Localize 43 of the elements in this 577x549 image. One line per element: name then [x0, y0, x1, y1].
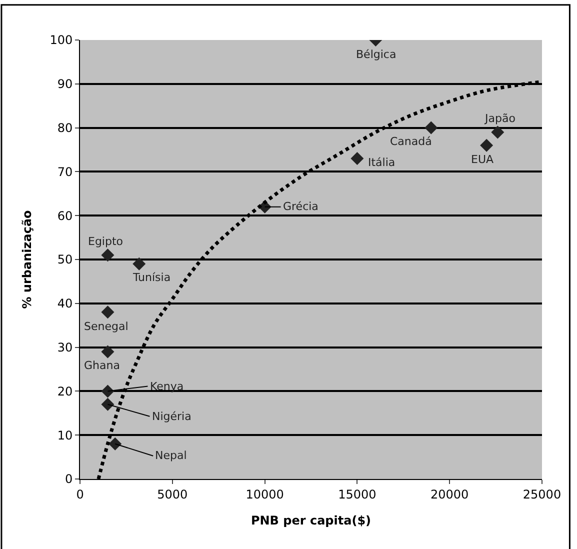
- annotation: Egipto: [88, 235, 124, 248]
- annotation: Tunísia: [132, 271, 171, 284]
- x-tick-label: 10000: [246, 487, 284, 502]
- y-tick-label: 0: [64, 472, 73, 486]
- x-axis-title: PNB per capita($): [250, 513, 372, 528]
- annotation: Senegal: [84, 320, 128, 333]
- point: [101, 398, 114, 411]
- x-tick-label: 15000: [338, 487, 376, 502]
- annotation: Ghana: [84, 359, 120, 372]
- y-tick-label: 20: [57, 384, 73, 398]
- x-tick-label: 5000: [157, 487, 188, 502]
- y-tick-label: 30: [57, 340, 73, 354]
- annotation: Itália: [368, 156, 396, 169]
- point: [101, 384, 114, 398]
- y-axis-title: % urbanização: [20, 210, 34, 309]
- y-tick-label: 10: [57, 428, 73, 442]
- y-tick-label: 50: [57, 252, 73, 267]
- annotation: Nepal: [155, 449, 187, 462]
- annotation: Bélgica: [356, 48, 396, 61]
- point: [101, 306, 114, 319]
- y-tick-label: 40: [57, 296, 73, 311]
- annotation: Grécia: [283, 200, 318, 213]
- y-tick-label: 80: [57, 121, 73, 135]
- annotation: EUA: [471, 153, 494, 166]
- point: [424, 121, 438, 134]
- y-tick-label: 70: [57, 164, 73, 179]
- annotation: Kenya: [150, 380, 184, 393]
- annotation: Japão: [484, 112, 516, 125]
- y-tick-label: 60: [57, 208, 73, 223]
- annotation: Canadá: [390, 135, 432, 148]
- point: [101, 248, 114, 262]
- point: [480, 138, 494, 152]
- annotation: Nigéria: [152, 410, 192, 423]
- y-tick-label: 100: [50, 33, 73, 48]
- point: [108, 437, 122, 450]
- point: [491, 126, 504, 139]
- point: [101, 345, 114, 358]
- x-tick-label: 25000: [522, 487, 562, 502]
- y-tick-label: 90: [57, 77, 73, 92]
- x-tick-label: 20000: [430, 487, 469, 502]
- x-tick-label: 0: [76, 487, 84, 502]
- point: [350, 152, 364, 166]
- point: [132, 257, 146, 270]
